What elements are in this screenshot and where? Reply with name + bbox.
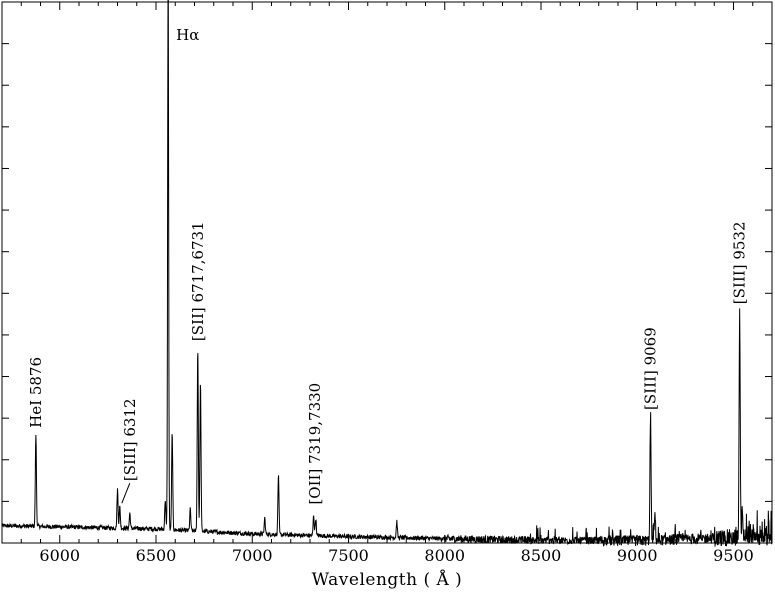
x-axis-ticks: 6000 6500 7000 7500 8000 8500 9000 9500 [1,2,773,565]
y-axis-ticks [2,43,772,502]
spectrum-line [1,0,773,547]
x-tick-label: 6500 [136,546,177,565]
x-axis-title: Wavelength ( Å ) [312,569,463,590]
x-tick-label: 9500 [713,546,754,565]
x-tick-label: 9000 [617,546,658,565]
x-tick-label: 7000 [232,546,273,565]
annotation-label: HeI 5876 [27,357,45,428]
annotation-label: [SII] 6717,6731 [189,221,207,341]
annotation-label: [SIII] 9532 [731,221,749,304]
plot-frame [1,1,773,544]
annotation-pointer [121,482,131,504]
annotation-label: [SIII] 6312 [121,398,139,481]
x-tick-label: 8000 [424,546,465,565]
annotation-label: Hα [176,26,199,44]
line-annotations: HeI 5876 [SIII] 6312 Hα [SII] 6717,6731 [OII… [27,26,749,505]
x-tick-label: 6000 [39,546,80,565]
x-tick-label: 7500 [328,546,369,565]
x-tick-label: 8500 [521,546,562,565]
annotation-label: [OII] 7319,7330 [306,383,324,505]
annotation-label: [SIII] 9069 [642,327,660,410]
